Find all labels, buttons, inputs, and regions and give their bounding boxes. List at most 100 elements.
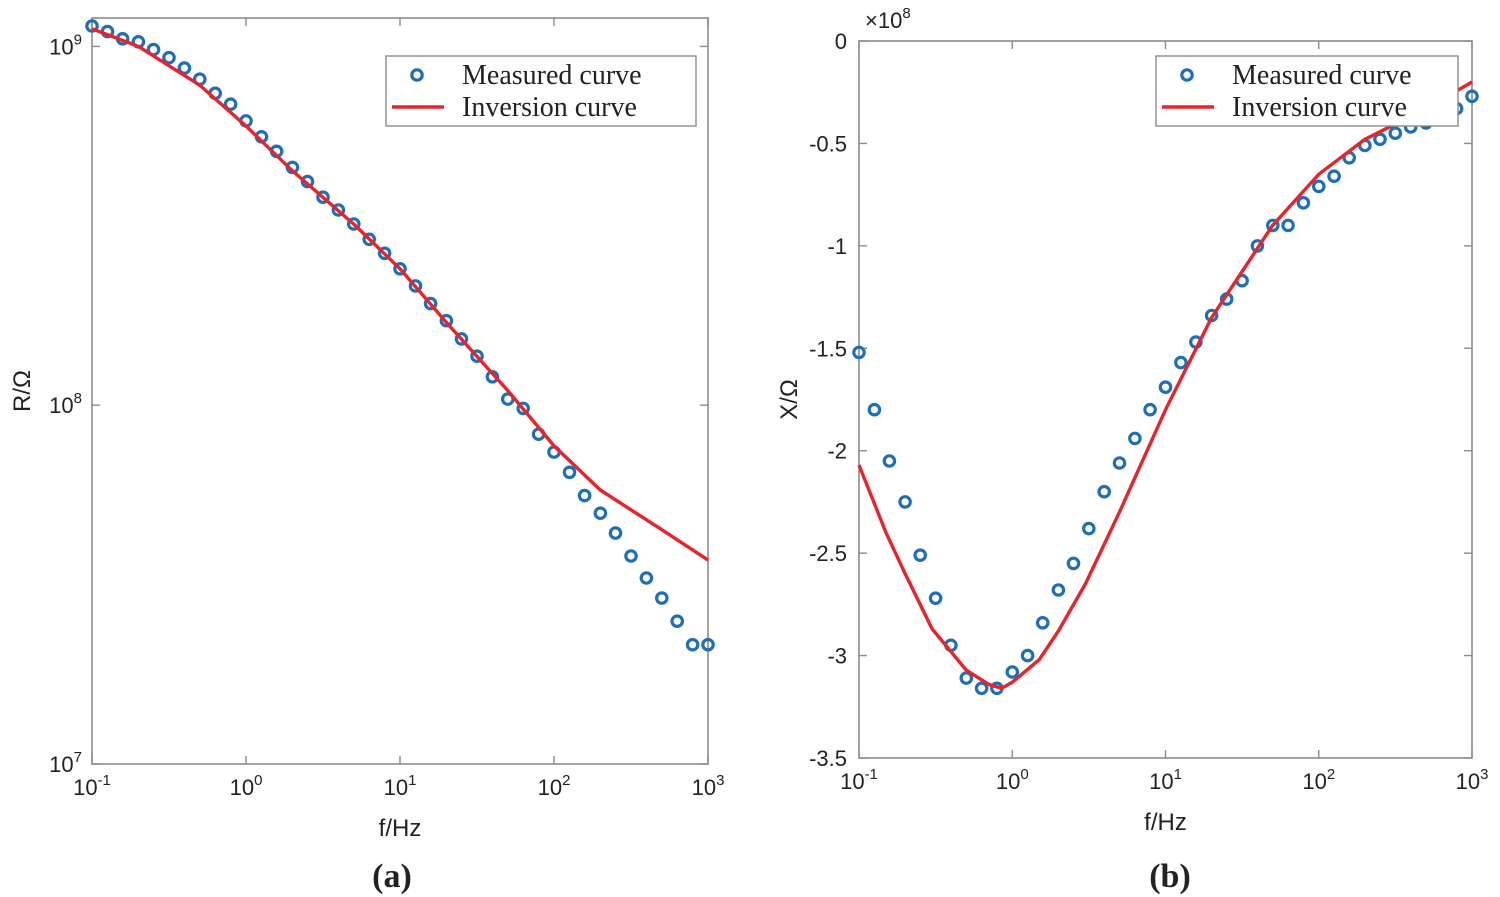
legend-box <box>385 55 697 127</box>
legend-marker-measured <box>410 68 424 82</box>
measured-point <box>577 488 592 503</box>
measured-point <box>1281 218 1295 233</box>
y-tick-label: -2.5 <box>809 541 847 566</box>
x-axis-label: f/Hz <box>1144 809 1187 836</box>
measured-point <box>913 548 927 562</box>
inversion-series <box>857 80 1473 691</box>
measured-point <box>882 454 897 468</box>
measured-point <box>162 50 176 65</box>
measured-point <box>898 495 912 509</box>
measured-point <box>470 349 484 363</box>
y-tick-label: -1 <box>827 234 847 259</box>
measured-point <box>867 402 882 417</box>
y-tick-label: -2 <box>827 439 847 464</box>
measured-point <box>1082 521 1096 536</box>
y-axis-label: R/Ω <box>9 370 36 412</box>
measured-point <box>362 232 376 247</box>
x-tick-label: 103 <box>692 772 725 800</box>
measured-point <box>1005 665 1020 679</box>
legend-marker-measured <box>1180 68 1194 82</box>
measured-point <box>608 526 623 540</box>
y-tick-label: -3.5 <box>809 746 847 771</box>
legend-label-measured: Measured curve <box>462 60 642 91</box>
inversion-curve-line <box>91 27 709 562</box>
x-tick-label: 10-1 <box>73 772 111 800</box>
measured-point <box>516 401 530 416</box>
y-axis-label: X/Ω <box>776 379 803 420</box>
y-tick-label: 0 <box>835 29 847 54</box>
measured-point <box>423 296 438 311</box>
y-tick-label: 107 <box>49 749 82 777</box>
measured-point <box>1158 380 1173 394</box>
measured-point <box>1066 556 1081 571</box>
y-tick-label: 109 <box>49 31 82 59</box>
x-tick-label: 100 <box>230 772 263 800</box>
measured-point <box>562 465 577 480</box>
measured-point <box>701 637 715 652</box>
chart-panel-b: 10-1 100 101 102 103 0 -0.5 -1 -1.5 -2 -2.5 -3 -3.5 ×… <box>776 5 1488 895</box>
measured-point <box>670 614 684 628</box>
x-axis-label: f/Hz <box>379 815 422 842</box>
y-tick-label: -0.5 <box>809 131 847 156</box>
measured-point <box>346 217 361 231</box>
inversion-curve-line <box>857 80 1473 691</box>
legend-label-inversion: Inversion curve <box>1232 92 1407 123</box>
measured-point <box>928 591 943 605</box>
measured-point <box>1128 431 1142 446</box>
measured-point <box>639 571 654 585</box>
measured-point <box>454 332 469 346</box>
legend-label-inversion: Inversion curve <box>462 92 637 123</box>
measured-point <box>408 279 423 293</box>
panel-label: (b) <box>1149 858 1191 895</box>
measured-point <box>593 506 608 520</box>
measured-point <box>85 19 99 33</box>
y-multiplier-label: ×108 <box>865 5 911 33</box>
measured-point <box>1143 402 1157 417</box>
measured-point <box>1174 355 1188 370</box>
y-tick-label: 108 <box>49 390 82 418</box>
x-tick-label: 100 <box>996 766 1029 794</box>
measured-point <box>974 681 989 696</box>
measured-series <box>852 89 1479 696</box>
measured-point <box>377 246 392 261</box>
measured-point <box>685 637 700 652</box>
measured-point <box>316 190 330 204</box>
x-tick-label: 10-1 <box>840 766 878 794</box>
measured-point <box>1373 132 1387 147</box>
measured-point <box>1020 648 1035 663</box>
x-tick-label: 102 <box>538 772 571 800</box>
inversion-series <box>91 27 709 562</box>
measured-point <box>177 61 192 75</box>
measured-point <box>1266 218 1280 233</box>
measured-point <box>393 261 407 276</box>
legend-label-measured: Measured curve <box>1232 60 1412 91</box>
panel-label: (a) <box>372 858 412 895</box>
measured-point <box>624 549 638 563</box>
measured-point <box>852 345 866 360</box>
measured-point <box>959 671 974 685</box>
measured-series <box>85 19 715 652</box>
measured-point <box>1388 126 1403 140</box>
measured-point <box>654 591 669 605</box>
measured-point <box>1296 196 1311 210</box>
measured-point <box>1097 484 1111 499</box>
x-tick-label: 101 <box>1149 766 1182 794</box>
measured-point <box>331 203 346 217</box>
measured-point <box>223 97 238 111</box>
legend-box <box>1155 55 1459 127</box>
plot-frame <box>91 17 709 765</box>
measured-point <box>1051 583 1066 597</box>
measured-point <box>1112 456 1127 470</box>
measured-point <box>439 313 454 328</box>
x-tick-label: 103 <box>1456 766 1489 794</box>
y-tick-label: -1.5 <box>809 336 847 361</box>
y-tick-label: -3 <box>827 644 847 669</box>
x-tick-label: 102 <box>1302 766 1335 794</box>
measured-point <box>1465 89 1479 104</box>
measured-point <box>1035 615 1050 630</box>
chart-panel-a: 10-1 100 101 102 103 107 108 109 f/Hz R/Ω Measured… <box>9 17 725 895</box>
measured-point <box>1327 169 1341 183</box>
